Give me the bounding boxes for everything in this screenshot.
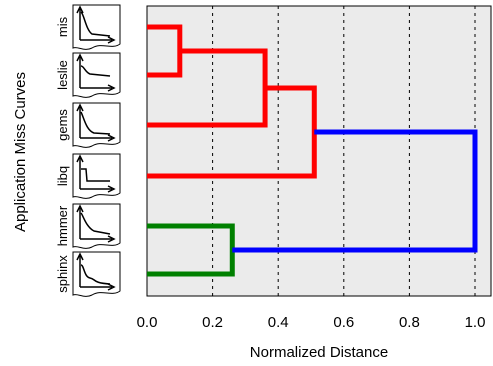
miss-curve-icon: [72, 102, 121, 148]
miss-curve-icon: [72, 251, 121, 297]
leaf-labels: mis leslie gems libq hmmer sphinx: [55, 16, 70, 292]
miss-curve-icon: [72, 203, 121, 249]
leaf-label-libq: libq: [55, 166, 70, 186]
x-tick-label: 0.2: [202, 314, 223, 331]
x-tick-label: 0.4: [268, 314, 289, 331]
miss-curve-icon: [72, 4, 121, 50]
leaf-label-sphinx: sphinx: [55, 255, 70, 293]
y-axis-label: Application Miss Curves: [12, 72, 29, 232]
miss-curve-icon: [72, 153, 121, 199]
x-axis-label: Normalized Distance: [250, 344, 388, 361]
x-tick-label: 0.6: [333, 314, 354, 331]
x-tick-label: 0.8: [399, 314, 420, 331]
leaf-label-mis: mis: [55, 16, 70, 37]
miss-curve-icon: [72, 52, 121, 98]
x-tick-label: 0.0: [137, 314, 158, 331]
x-tick-labels: 0.0 0.2 0.4 0.6 0.8 1.0: [137, 314, 486, 331]
leaf-label-leslie: leslie: [55, 60, 70, 90]
leaf-label-gems: gems: [55, 109, 70, 141]
dendrogram-branches: [147, 24, 478, 277]
x-tick-label: 1.0: [465, 314, 486, 331]
leaf-label-hmmer: hmmer: [55, 205, 70, 246]
dendrogram-link: [232, 129, 478, 253]
miss-curve-icons: [72, 4, 121, 297]
